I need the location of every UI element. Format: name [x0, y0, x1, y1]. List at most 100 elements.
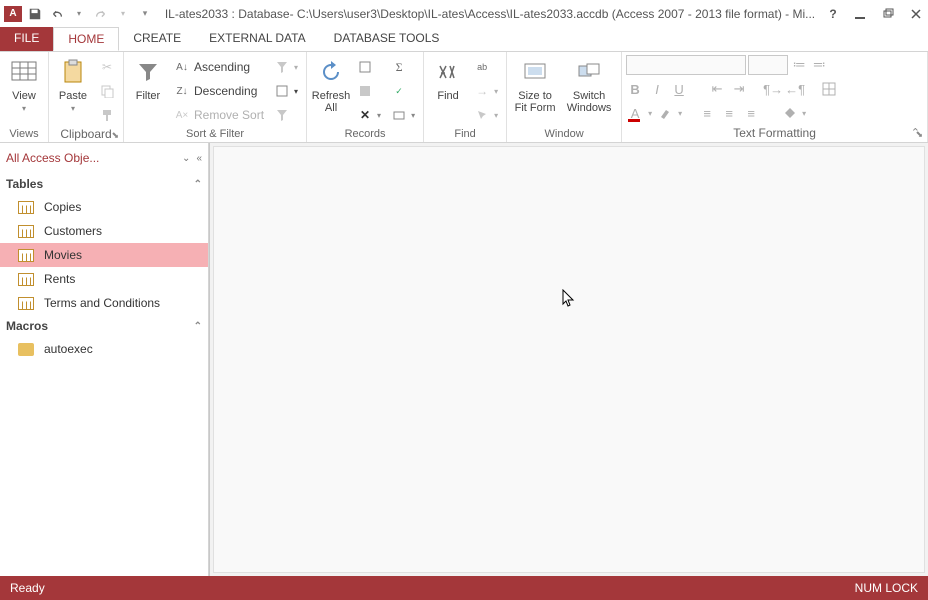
filter-button[interactable]: Filter [128, 54, 168, 102]
nav-item-table[interactable]: Movies [0, 243, 208, 267]
copy-button[interactable] [95, 80, 119, 102]
table-icon [18, 201, 34, 214]
access-app-icon[interactable]: A [4, 6, 22, 22]
dialog-launcher-icon[interactable]: ⬊ [111, 130, 119, 141]
nav-item-table[interactable]: Customers [0, 219, 208, 243]
nav-item-table[interactable]: Terms and Conditions [0, 291, 208, 315]
underline-icon[interactable]: U [670, 80, 688, 98]
decrease-indent-icon[interactable]: ⇤ [708, 80, 726, 98]
remove-sort-icon: A× [174, 107, 190, 123]
new-record-button[interactable] [353, 56, 385, 78]
tab-create[interactable]: CREATE [119, 27, 195, 51]
nav-dropdown-icon[interactable]: ⌄ [182, 153, 190, 164]
redo-icon[interactable] [92, 5, 110, 23]
paste-button[interactable]: Paste ▾ [53, 54, 93, 113]
collapse-icon: ⌃ [194, 179, 202, 190]
font-color-icon[interactable]: A [626, 104, 644, 122]
group-sort-filter: Filter A↓Ascending Z↓Descending A×Remove… [124, 52, 307, 142]
clipboard-group-label: Clipboard⬊ [53, 126, 119, 143]
format-painter-button[interactable] [95, 104, 119, 126]
nav-section-tables[interactable]: Tables⌃ [0, 173, 208, 195]
ltr-icon[interactable]: ¶→ [764, 80, 782, 98]
bold-icon[interactable]: B [626, 80, 644, 98]
ascending-button[interactable]: A↓Ascending [170, 56, 268, 78]
remove-sort-button[interactable]: A×Remove Sort [170, 104, 268, 126]
rtl-icon[interactable]: ←¶ [786, 80, 804, 98]
totals-button[interactable]: Σ [387, 56, 419, 78]
tab-file[interactable]: FILE [0, 27, 53, 51]
find-group-label: Find [428, 127, 502, 142]
nav-item-label: Rents [44, 272, 75, 286]
sort-filter-group-label: Sort & Filter [128, 127, 302, 142]
minimize-icon[interactable] [854, 8, 868, 20]
tab-external-data[interactable]: EXTERNAL DATA [195, 27, 319, 51]
tab-home[interactable]: HOME [53, 27, 119, 51]
gridlines-icon[interactable] [820, 80, 838, 98]
help-icon[interactable]: ? [826, 7, 840, 21]
nav-pane-header[interactable]: All Access Obje... ⌄ « [0, 143, 208, 173]
select-button[interactable]: ▾ [470, 104, 502, 126]
descending-button[interactable]: Z↓Descending [170, 80, 268, 102]
undo-icon[interactable] [48, 5, 66, 23]
align-center-icon[interactable]: ≡ [720, 104, 738, 122]
dropdown-icon: ▾ [22, 104, 26, 113]
increase-indent-icon[interactable]: ⇥ [730, 80, 748, 98]
title-bar: A ▾ ▾ ▾ IL-ates2033 : Database- C:\Users… [0, 0, 928, 27]
table-icon [18, 225, 34, 238]
align-left-icon[interactable]: ≡ [698, 104, 716, 122]
find-button[interactable]: Find [428, 54, 468, 102]
close-icon[interactable] [910, 8, 924, 20]
italic-icon[interactable]: I [648, 80, 666, 98]
shutter-bar-icon[interactable]: « [196, 153, 202, 164]
switch-windows-button[interactable]: Switch Windows [561, 54, 617, 114]
nav-item-table[interactable]: Rents [0, 267, 208, 291]
redo-dropdown-icon[interactable]: ▾ [114, 5, 132, 23]
status-ready: Ready [10, 581, 45, 595]
delete-button[interactable]: ✕▾ [353, 104, 385, 126]
refresh-label: Refresh All [312, 90, 351, 114]
highlight-icon[interactable] [656, 104, 674, 122]
spelling-button[interactable]: ✓ [387, 80, 419, 102]
collapse-ribbon-icon[interactable]: ⌃ [911, 126, 920, 139]
more-icon [391, 107, 407, 123]
advanced-button[interactable]: ▾ [270, 80, 302, 102]
align-right-icon[interactable]: ≡ [742, 104, 760, 122]
restore-icon[interactable] [882, 8, 896, 20]
nav-item-table[interactable]: Copies [0, 195, 208, 219]
status-numlock: NUM LOCK [855, 581, 918, 595]
nav-section-macros[interactable]: Macros⌃ [0, 315, 208, 337]
macro-icon [18, 343, 34, 356]
table-icon [18, 249, 34, 262]
selection-icon [274, 59, 290, 75]
selection-button[interactable]: ▾ [270, 56, 302, 78]
font-size-combo[interactable] [748, 55, 788, 75]
copy-icon [99, 83, 115, 99]
save-icon[interactable] [26, 5, 44, 23]
bullets-icon[interactable]: ≔ [790, 56, 808, 74]
save-record-button[interactable] [353, 80, 385, 102]
refresh-all-button[interactable]: Refresh All [311, 54, 351, 114]
toggle-filter-button[interactable] [270, 104, 302, 126]
cut-icon: ✂ [99, 59, 115, 75]
goto-button[interactable]: →▾ [470, 80, 502, 102]
window-controls: ? [826, 7, 924, 21]
replace-button[interactable]: ab [470, 56, 502, 78]
nav-item-macro[interactable]: autoexec [0, 337, 208, 361]
undo-dropdown-icon[interactable]: ▾ [70, 5, 88, 23]
numbering-icon[interactable]: ≕ [810, 56, 828, 74]
tab-database-tools[interactable]: DATABASE TOOLS [320, 27, 454, 51]
group-window: Size to Fit Form Switch Windows Window [507, 52, 622, 142]
view-button[interactable]: View ▾ [4, 54, 44, 113]
cut-button[interactable]: ✂ [95, 56, 119, 78]
font-name-combo[interactable] [626, 55, 746, 75]
group-views: View ▾ Views [0, 52, 49, 142]
navigation-pane: All Access Obje... ⌄ « Tables⌃ CopiesCus… [0, 143, 209, 576]
datasheet-view-icon [8, 56, 40, 88]
size-to-fit-button[interactable]: Size to Fit Form [511, 54, 559, 114]
group-records: Refresh All ✕▾ Σ ✓ ▾ Records [307, 52, 424, 142]
records-group-label: Records [311, 127, 419, 142]
toggle-filter-icon [274, 107, 290, 123]
qat-customize-icon[interactable]: ▾ [136, 5, 154, 23]
fill-color-icon[interactable] [780, 104, 798, 122]
more-button[interactable]: ▾ [387, 104, 419, 126]
